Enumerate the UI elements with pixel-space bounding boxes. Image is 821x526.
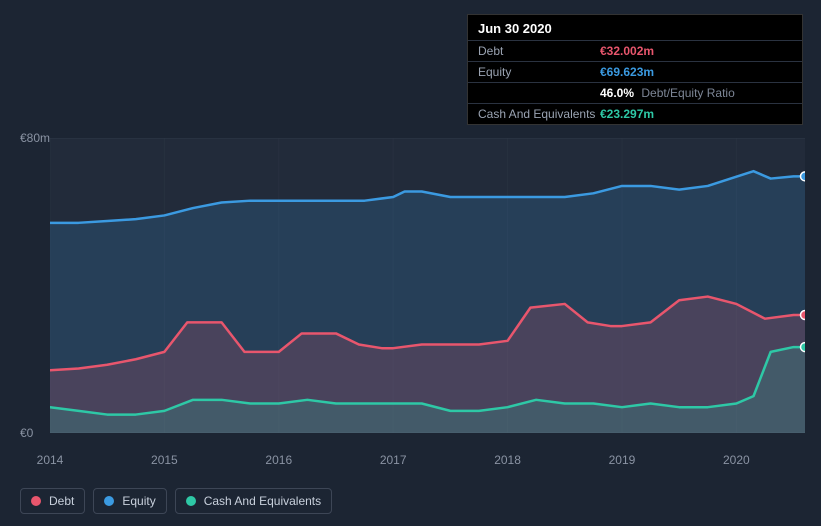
x-axis-label: 2014 — [37, 453, 64, 467]
legend-item-debt[interactable]: Debt — [20, 488, 85, 514]
y-axis-label: €80m — [20, 131, 50, 145]
legend-item-equity[interactable]: Equity — [93, 488, 166, 514]
y-axis-label: €0 — [20, 426, 33, 440]
tooltip-value: €23.297m — [600, 107, 654, 121]
tooltip-row-ratio: 46.0% Debt/Equity Ratio — [468, 82, 802, 103]
chart-tooltip: Jun 30 2020 Debt €32.002m Equity €69.623… — [467, 14, 803, 125]
legend-dot-icon — [31, 496, 41, 506]
legend-item-cash[interactable]: Cash And Equivalents — [175, 488, 332, 514]
tooltip-label: Equity — [478, 65, 600, 79]
x-axis-label: 2020 — [723, 453, 750, 467]
x-axis-label: 2018 — [494, 453, 521, 467]
plot-surface[interactable] — [50, 138, 805, 433]
x-axis-label: 2016 — [265, 453, 292, 467]
tooltip-date: Jun 30 2020 — [468, 15, 802, 40]
chart-legend: Debt Equity Cash And Equivalents — [20, 488, 332, 514]
tooltip-row-debt: Debt €32.002m — [468, 40, 802, 61]
legend-label: Debt — [49, 494, 74, 508]
legend-dot-icon — [186, 496, 196, 506]
tooltip-label: Cash And Equivalents — [478, 107, 600, 121]
tooltip-value: €32.002m — [600, 44, 654, 58]
tooltip-value: €69.623m — [600, 65, 654, 79]
x-axis-label: 2017 — [380, 453, 407, 467]
legend-label: Cash And Equivalents — [204, 494, 321, 508]
legend-label: Equity — [122, 494, 155, 508]
tooltip-label: Debt — [478, 44, 600, 58]
tooltip-row-cash: Cash And Equivalents €23.297m — [468, 103, 802, 124]
tooltip-label — [478, 86, 600, 100]
x-axis-label: 2019 — [609, 453, 636, 467]
tooltip-value: 46.0% Debt/Equity Ratio — [600, 86, 735, 100]
chart-svg — [50, 138, 805, 433]
tooltip-row-equity: Equity €69.623m — [468, 61, 802, 82]
legend-dot-icon — [104, 496, 114, 506]
chart-area[interactable]: €80m€0 2014201520162017201820192020 — [20, 120, 805, 445]
x-axis-label: 2015 — [151, 453, 178, 467]
